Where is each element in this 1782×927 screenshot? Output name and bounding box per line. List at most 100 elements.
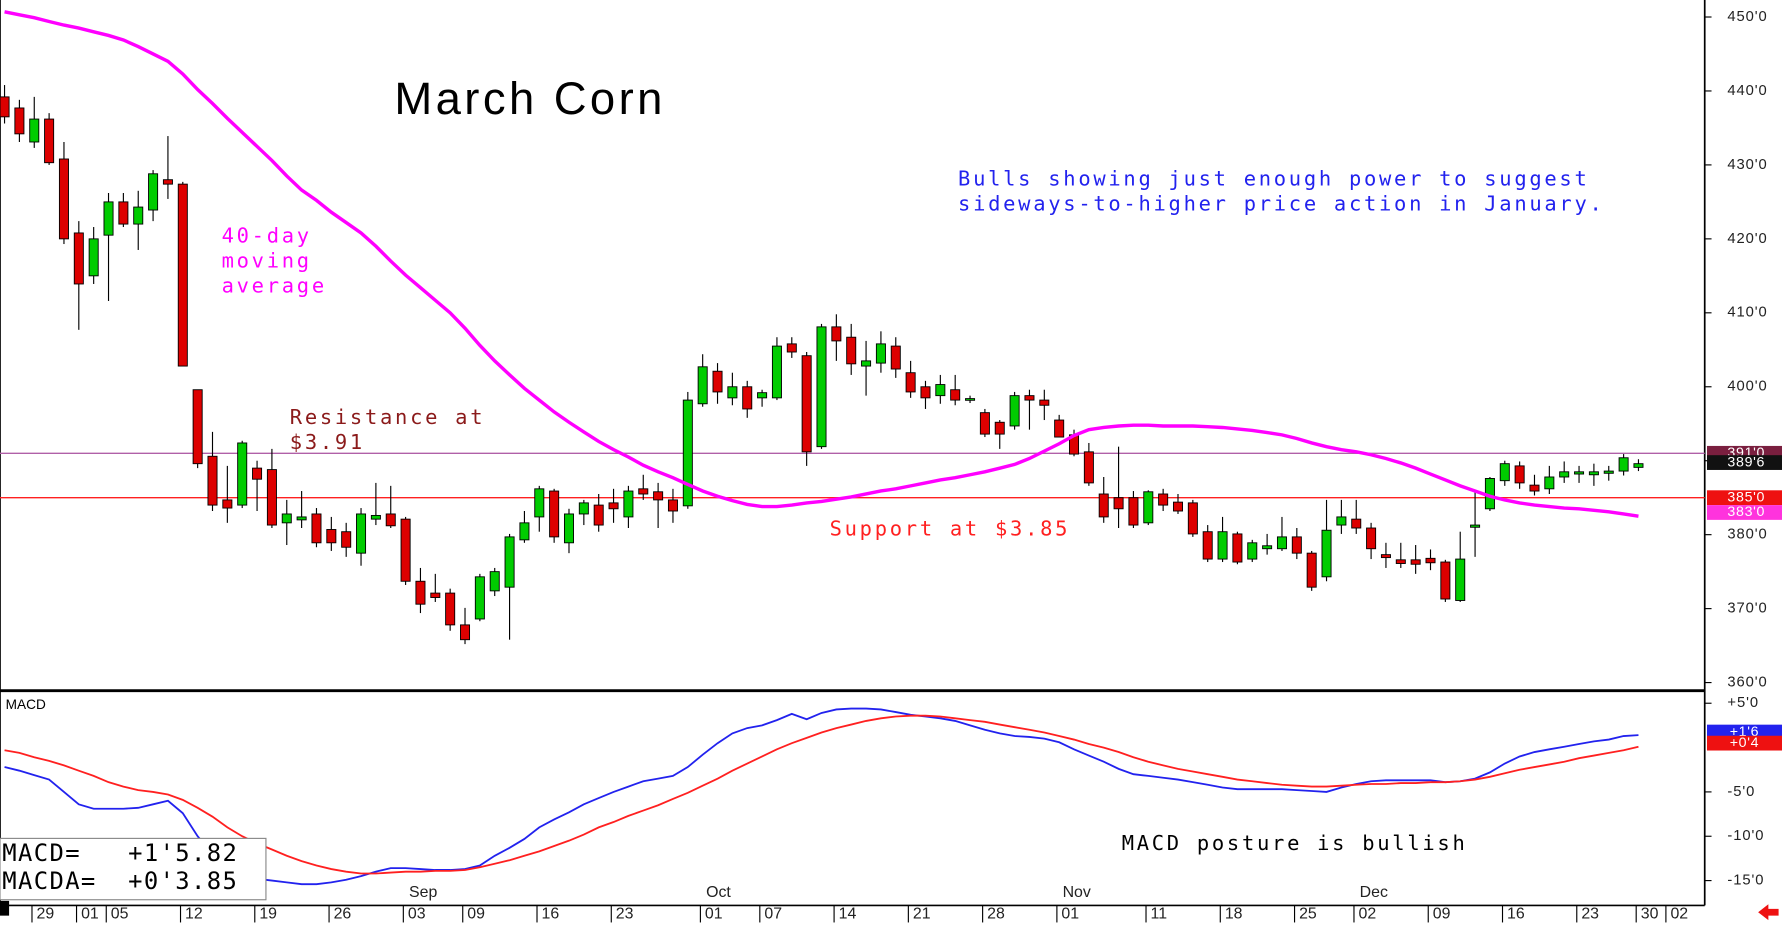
x-tick-label: 25	[1299, 906, 1317, 923]
candle-body	[44, 118, 55, 164]
annotation: 40-day	[222, 223, 312, 247]
annotation: MACD posture is bullish	[1122, 831, 1468, 855]
annotation: Resistance at	[290, 405, 485, 429]
candle-body	[1039, 399, 1050, 406]
candle-body	[296, 516, 307, 521]
price-tag-label: 385'0	[1727, 489, 1765, 505]
candle-body	[593, 504, 604, 526]
candle-body	[1172, 501, 1183, 512]
candle-body	[1187, 502, 1198, 535]
x-tick-label: 21	[913, 906, 931, 923]
candle-body	[1470, 524, 1481, 528]
candle-body	[816, 326, 827, 448]
annotation: Support at $3.85	[830, 516, 1071, 540]
candle-body	[1321, 529, 1332, 578]
candle-body	[148, 173, 159, 211]
readout-box	[0, 837, 267, 901]
candle-body	[563, 513, 574, 544]
candle-body	[1113, 497, 1124, 510]
candle-body	[1366, 527, 1377, 550]
annotation: average	[222, 273, 327, 297]
candle-body	[1009, 395, 1020, 427]
candle-body	[1202, 531, 1213, 560]
y-tick-label: 450'0	[1727, 9, 1767, 25]
x-tick-label: 30	[1641, 906, 1659, 923]
x-tick-label: 26	[334, 906, 352, 923]
candle-body	[1158, 493, 1169, 506]
x-tick-label: 03	[408, 906, 426, 923]
candle-body	[905, 372, 916, 393]
candle-body	[311, 513, 322, 544]
x-tick-label: 07	[764, 906, 782, 923]
x-tick-label: 23	[1581, 906, 1599, 923]
candle-body	[14, 107, 25, 135]
candle-body	[326, 529, 337, 544]
y-tick-label: -15'0	[1727, 872, 1764, 888]
x-tick-label: 02	[1670, 906, 1688, 923]
candle-body	[994, 421, 1005, 435]
candle-body	[192, 389, 203, 465]
readout: MACDA= +0'3.85	[2, 867, 238, 895]
candle-body	[58, 158, 69, 240]
candle-body	[1336, 516, 1347, 526]
candle-body	[222, 499, 233, 509]
candle-body	[252, 467, 263, 480]
candle-body	[370, 514, 381, 520]
x-tick-label: 01	[81, 906, 99, 923]
candle-body	[237, 442, 248, 506]
x-tick-label: 09	[1433, 906, 1451, 923]
candle-body	[935, 384, 946, 397]
macd-tag	[1706, 735, 1782, 751]
x-tick-label: 19	[259, 906, 277, 923]
candle-body	[1633, 463, 1644, 468]
candle-body	[88, 238, 99, 277]
x-tick-label: 01	[1061, 906, 1079, 923]
candle-body	[207, 455, 218, 506]
candle-body	[266, 469, 277, 526]
candle-body	[757, 392, 768, 399]
candle-body	[771, 345, 782, 399]
candle-body	[727, 386, 738, 399]
candle-body	[460, 624, 471, 641]
candle-body	[534, 488, 545, 518]
x-tick-label: 28	[987, 906, 1005, 923]
annotation: $3.91	[290, 430, 365, 454]
candle-body	[653, 491, 664, 501]
candle-body	[1262, 545, 1273, 550]
macd-tag-label: +0'4	[1730, 735, 1760, 751]
price-tag	[1706, 505, 1782, 520]
y-tick-label: 420'0	[1727, 231, 1767, 247]
candle-body	[1098, 493, 1109, 518]
candle-body	[103, 201, 114, 236]
candle-body	[1217, 531, 1228, 560]
month-label: Sep	[409, 884, 437, 901]
marker	[0, 900, 10, 916]
candle-body	[489, 571, 500, 592]
candle-body	[1024, 395, 1035, 401]
candle-body	[504, 536, 515, 588]
candle-body	[1544, 476, 1555, 490]
price-tag	[1706, 490, 1782, 506]
candle-body	[920, 386, 931, 399]
candle-body	[177, 183, 188, 367]
candle-body	[623, 490, 634, 518]
y-tick-label: 400'0	[1727, 379, 1767, 395]
macd-line	[4, 714, 1639, 875]
candle-body	[682, 399, 693, 507]
x-tick-label: 05	[111, 906, 129, 923]
candle-body	[118, 201, 129, 225]
y-tick-label: 440'0	[1727, 83, 1767, 99]
candle-body	[29, 118, 40, 143]
y-tick-label: +5'0	[1727, 695, 1759, 711]
candle-body	[1514, 465, 1525, 484]
candle-body	[786, 343, 797, 353]
macd-line	[4, 707, 1639, 886]
candle-body	[578, 502, 589, 515]
candle-body	[1499, 463, 1510, 482]
candle-body	[1306, 552, 1317, 588]
x-tick-label: 16	[542, 906, 560, 923]
candle-body	[1247, 542, 1258, 560]
